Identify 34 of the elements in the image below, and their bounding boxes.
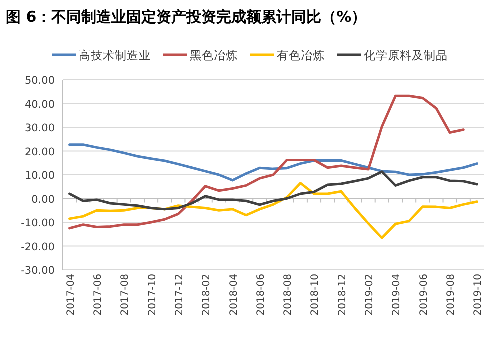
x-tick-label: 2018-08 xyxy=(283,274,294,316)
x-tick-label: 2019-04 xyxy=(392,274,403,316)
y-tick-label: 30.00 xyxy=(24,122,55,134)
x-tick-label: 2019-08 xyxy=(446,274,458,316)
x-tick-label: 2018-02 xyxy=(202,274,213,316)
x-tick-label: 2017-12 xyxy=(174,274,186,316)
x-tick-label: 2017-08 xyxy=(120,274,132,316)
y-tick-label: 0.00 xyxy=(32,194,55,206)
y-tick-label: 10.00 xyxy=(24,170,55,182)
y-tick-label: -10.00 xyxy=(21,218,55,230)
legend-label: 化学原料及制品 xyxy=(364,48,448,62)
x-tick-label: 2017-06 xyxy=(92,274,104,316)
x-tick-label: 2017-04 xyxy=(66,274,77,316)
legend-label: 有色冶炼 xyxy=(277,48,325,62)
x-tick-label: 2019-10 xyxy=(473,274,484,316)
legend-label: 黑色冶炼 xyxy=(190,48,238,62)
x-tick-label: 2019-02 xyxy=(364,274,376,316)
y-tick-label: 40.00 xyxy=(24,98,55,111)
x-tick-label: 2018-06 xyxy=(256,274,267,316)
line-series xyxy=(68,94,465,230)
x-tick-label: 2018-04 xyxy=(228,274,240,316)
line-series xyxy=(68,182,478,240)
legend-label: 高技术制造业 xyxy=(79,48,151,62)
x-tick-label: 2018-10 xyxy=(310,274,322,316)
y-tick-label: 50.00 xyxy=(24,75,55,87)
y-tick-label: -30.00 xyxy=(21,265,55,277)
y-tick-label: -20.00 xyxy=(21,241,55,254)
x-tick-label: 2018-12 xyxy=(337,274,348,316)
x-tick-label: 2017-10 xyxy=(147,274,158,316)
line-series xyxy=(68,144,478,182)
y-tick-label: 20.00 xyxy=(24,146,55,158)
x-tick-label: 2019-06 xyxy=(418,274,430,316)
line-series xyxy=(68,170,478,211)
chart-title: 图 6：不同制造业固定资产投资完成额累计同比（%） xyxy=(6,8,367,26)
